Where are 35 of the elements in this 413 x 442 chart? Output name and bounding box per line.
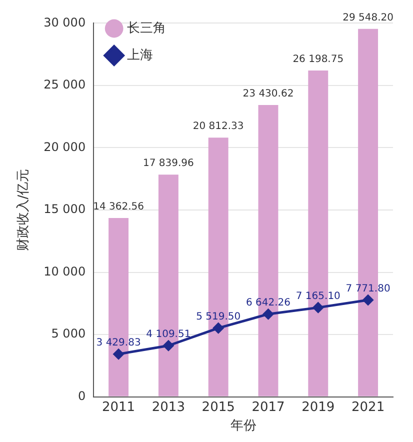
data-label: 3 429.83 [96, 338, 141, 349]
data-label: 26 198.75 [292, 54, 344, 66]
y-tick-label: 20 000 [44, 140, 86, 154]
data-label: 29 548.20 [342, 12, 394, 24]
x-tick-label: 2013 [152, 400, 185, 415]
data-label: 17 839.96 [142, 158, 194, 170]
data-label: 6 642.26 [246, 298, 291, 309]
legend-label: 长三角 [127, 20, 166, 36]
data-label: 20 812.33 [192, 121, 244, 132]
point [113, 348, 124, 360]
x-tick-label: 2021 [352, 400, 385, 415]
y-axis-title: 财政收入/亿元 [16, 168, 32, 252]
point [262, 308, 274, 320]
y-tick-label: 25 000 [44, 78, 86, 92]
y-tick-label: 0 [78, 388, 86, 403]
point [163, 340, 174, 351]
point [312, 302, 324, 313]
x-tick-label: 2011 [102, 400, 136, 415]
data-label: 23 430.62 [242, 88, 294, 100]
point [213, 322, 224, 334]
y-tick-label: 10 000 [44, 264, 86, 278]
data-label: 5 519.50 [196, 312, 241, 323]
data-label: 7 771.80 [346, 284, 390, 295]
x-tick-label: 2017 [252, 400, 285, 415]
point [362, 294, 374, 306]
x-tick-label: 2019 [302, 400, 335, 415]
data-label: 7 165.10 [296, 291, 340, 302]
data-label: 14 362.56 [93, 202, 144, 213]
data-label: 4 109.51 [146, 329, 191, 340]
x-tick-label: 2015 [202, 400, 235, 415]
y-tick-label: 15 000 [44, 202, 86, 216]
legend-label: 上海 [127, 48, 154, 63]
y-tick-label: 30 000 [44, 15, 86, 30]
x-axis-title: 年份 [230, 418, 256, 434]
y-tick-label: 5 000 [51, 326, 86, 341]
